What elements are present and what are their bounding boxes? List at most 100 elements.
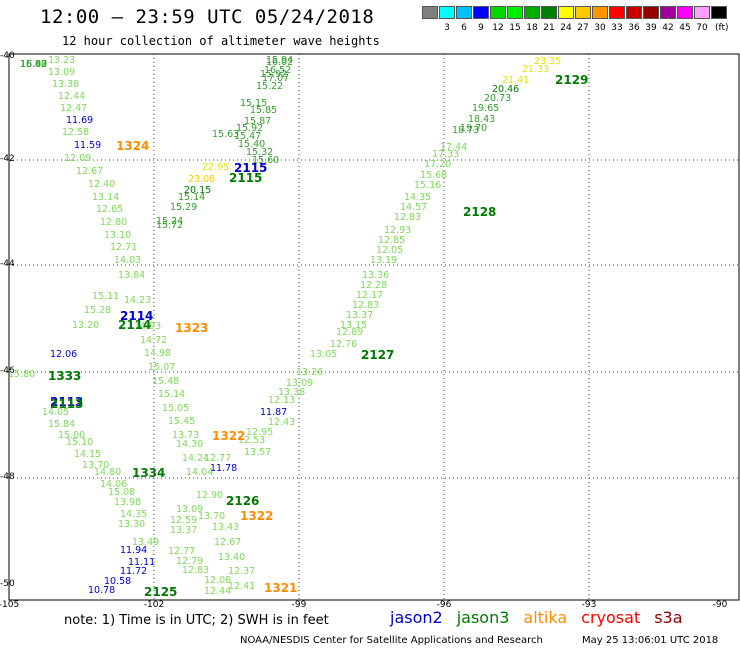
wave-height-value: 15.22	[256, 81, 284, 92]
colorbar-swatch	[558, 6, 574, 19]
pass-number-label: 2127	[361, 348, 395, 362]
pass-number-label: 2114	[118, 318, 152, 332]
wave-height-value: 12.28	[360, 280, 388, 291]
colorbar-swatch	[711, 6, 727, 19]
wave-height-value: 17.33	[432, 149, 460, 160]
wave-height-value: 13.73	[172, 430, 200, 441]
wave-height-value: 11.72	[120, 566, 148, 577]
pass-number-label: 1334	[132, 466, 166, 480]
longitude-label: -90	[712, 600, 728, 610]
wave-height-value: 12.13	[268, 395, 296, 406]
pass-number-label: 2125	[144, 585, 178, 599]
colorbar-label: 9	[478, 23, 484, 33]
pass-number-label: 2113	[50, 397, 84, 411]
wave-height-value: 18.43	[468, 114, 496, 125]
wave-height-value: 15.94	[266, 55, 294, 66]
wave-height-value: 15.15	[240, 98, 268, 109]
colorbar-swatch	[626, 6, 642, 19]
wave-height-value: 12.80	[100, 217, 128, 228]
colorbar-swatch	[473, 6, 489, 19]
wave-height-value: 13.09	[286, 378, 314, 389]
wave-height-value: 14.06	[100, 479, 128, 490]
wave-height-value: 14.03	[114, 255, 142, 266]
wave-height-value: 12.89	[336, 327, 364, 338]
pass-number-label: 1322	[212, 429, 246, 443]
wave-height-value: 16.07	[20, 59, 48, 70]
wave-height-value: 14.35	[404, 192, 432, 203]
wave-height-value: 12.59	[170, 515, 198, 526]
wave-height-value: 14.24	[182, 453, 210, 464]
wave-height-value: 13.37	[170, 525, 198, 536]
wave-height-value: 17.44	[440, 142, 468, 153]
satellite-legend: jason2 jason3 altika cryosat s3a	[390, 608, 697, 627]
longitude-label: -96	[436, 600, 452, 610]
latitude-label: -46	[0, 366, 15, 376]
pass-number-label: 1324	[116, 139, 150, 153]
wave-height-value: 12.93	[384, 225, 412, 236]
wave-height-value: 12.44	[204, 586, 232, 597]
wave-height-value: 11.69	[66, 115, 94, 126]
wave-height-value: 12.41	[228, 581, 256, 592]
wave-height-value: 15.07	[148, 362, 176, 373]
wave-height-value: 15.45	[168, 416, 196, 427]
colorbar-label: 24	[560, 23, 572, 33]
colorbar-label: 45	[679, 23, 691, 33]
wave-height-value: 10.58	[104, 576, 132, 587]
colorbar-label: 6	[461, 23, 467, 33]
wave-height-value: 15.11	[92, 291, 120, 302]
wave-height-value: 10.78	[88, 585, 116, 596]
longitude-label: -93	[581, 600, 597, 610]
pass-number-label: 2113	[50, 395, 84, 409]
wave-height-value: 12.76	[330, 339, 358, 350]
wave-height-value: 13.30	[118, 519, 146, 530]
map-plot-area	[8, 53, 740, 602]
pass-number-label: 1322	[240, 509, 274, 523]
colorbar-swatch	[456, 6, 472, 19]
wave-height-value: 12.40	[88, 179, 116, 190]
wave-height-value: 12.71	[110, 242, 138, 253]
wave-height-value: 13.19	[370, 255, 398, 266]
colorbar-label: 12	[492, 23, 504, 33]
map-subtitle: 12 hour collection of altimeter wave hei…	[62, 34, 380, 48]
wave-height-value: 12.05	[376, 245, 404, 256]
wave-height-value: 14.80	[94, 467, 122, 478]
wave-height-value: 20.73	[484, 93, 512, 104]
colorbar-swatch	[694, 6, 710, 19]
longitude-label: -102	[143, 600, 165, 610]
wave-height-value: 17.20	[424, 159, 452, 170]
wave-height-value: 23.08	[188, 174, 216, 185]
wave-height-value: 16.40	[20, 59, 48, 70]
pass-number-label: 2115	[234, 161, 268, 175]
legend-jason2: jason2	[390, 608, 443, 627]
wave-height-value: 12.09	[64, 153, 92, 164]
wave-height-value: 12.43	[268, 417, 296, 428]
wave-height-value: 14.23	[124, 295, 152, 306]
wave-height-value: 13.09	[176, 504, 204, 515]
pass-number-label: 2126	[226, 494, 260, 508]
pass-number-label: 2114	[120, 309, 154, 323]
wave-height-value: 15.48	[152, 376, 180, 387]
wave-height-value: 15.28	[84, 305, 112, 316]
colorbar-swatch	[541, 6, 557, 19]
map-frame	[8, 53, 740, 601]
wave-height-value: 13.14	[92, 192, 120, 203]
wave-height-value: 14.05	[42, 407, 70, 418]
colorbar-swatch	[677, 6, 693, 19]
colorbar-label: 39	[645, 23, 657, 33]
latitude-label: -44	[0, 259, 15, 269]
wave-height-value: 13.84	[118, 270, 146, 281]
wave-height-value: 15.24	[156, 216, 184, 227]
colorbar-swatch	[592, 6, 608, 19]
legend-jason3: jason3	[456, 608, 510, 627]
colorbar-swatch	[643, 6, 659, 19]
map-grid	[8, 53, 740, 601]
wave-height-value: 13.70	[82, 460, 110, 471]
wave-height-value: 14.72	[140, 335, 168, 346]
wave-height-value: 12.08	[204, 575, 232, 586]
wave-height-value: 12.83	[394, 212, 422, 223]
wave-height-value: 14.04	[186, 467, 214, 478]
pass-number-label: 1321	[264, 581, 298, 595]
wave-height-value: 11.94	[120, 545, 148, 556]
wave-height-value: 13.36	[362, 270, 390, 281]
wave-height-value: 15.08	[108, 487, 136, 498]
